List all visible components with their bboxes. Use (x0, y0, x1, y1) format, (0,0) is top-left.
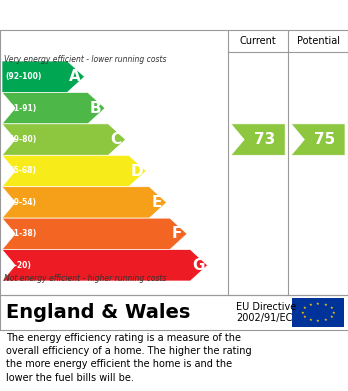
Text: F: F (172, 226, 182, 241)
Text: Potential: Potential (296, 36, 340, 46)
Polygon shape (291, 124, 345, 155)
Text: (69-80): (69-80) (5, 135, 36, 144)
Text: ★: ★ (308, 318, 312, 322)
Bar (292, 298, 344, 327)
Text: ★: ★ (330, 315, 333, 319)
Text: G: G (192, 258, 205, 273)
Text: (81-91): (81-91) (5, 104, 36, 113)
Polygon shape (2, 155, 146, 187)
Text: EU Directive
2002/91/EC: EU Directive 2002/91/EC (236, 302, 296, 323)
Text: (55-68): (55-68) (5, 167, 36, 176)
Text: D: D (131, 163, 143, 179)
Text: C: C (110, 132, 121, 147)
Polygon shape (231, 124, 285, 155)
Text: ★: ★ (332, 310, 335, 314)
Polygon shape (2, 249, 208, 281)
Polygon shape (2, 124, 126, 155)
Text: ★: ★ (316, 302, 320, 306)
Text: Very energy efficient - lower running costs: Very energy efficient - lower running co… (4, 55, 166, 64)
Text: ★: ★ (303, 306, 307, 310)
Text: (1-20): (1-20) (5, 261, 31, 270)
Text: ★: ★ (324, 318, 328, 322)
Text: E: E (151, 195, 162, 210)
Text: Current: Current (240, 36, 276, 46)
Text: 75: 75 (314, 132, 335, 147)
Polygon shape (2, 92, 105, 124)
Polygon shape (2, 218, 187, 249)
Text: ★: ★ (324, 303, 328, 307)
Text: (92-100): (92-100) (5, 72, 41, 81)
Polygon shape (2, 61, 85, 92)
Text: 73: 73 (254, 132, 275, 147)
Text: Energy Efficiency Rating: Energy Efficiency Rating (9, 7, 230, 23)
Text: ★: ★ (303, 315, 307, 319)
Text: B: B (90, 100, 101, 116)
Text: ★: ★ (301, 310, 304, 314)
Text: A: A (69, 69, 81, 84)
Text: Not energy efficient - higher running costs: Not energy efficient - higher running co… (4, 274, 166, 283)
Text: (39-54): (39-54) (5, 198, 36, 207)
Polygon shape (2, 187, 167, 218)
Text: The energy efficiency rating is a measure of the
overall efficiency of a home. T: The energy efficiency rating is a measur… (6, 333, 252, 383)
Text: England & Wales: England & Wales (6, 303, 190, 322)
Text: ★: ★ (308, 303, 312, 307)
Text: ★: ★ (316, 319, 320, 323)
Text: (21-38): (21-38) (5, 230, 36, 239)
Text: ★: ★ (330, 306, 333, 310)
